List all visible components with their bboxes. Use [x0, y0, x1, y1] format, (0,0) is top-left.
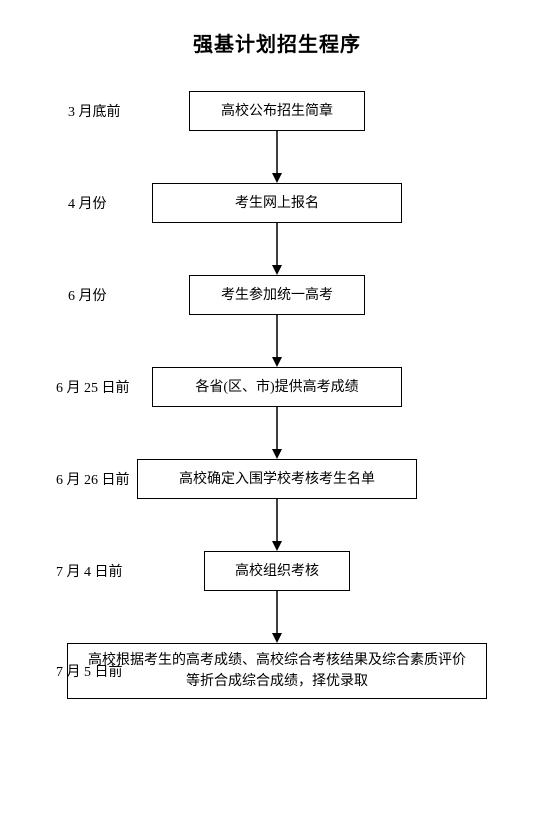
- flow-box: 高校组织考核: [204, 551, 350, 591]
- flow-box: 考生网上报名: [152, 183, 402, 223]
- flow-arrow: [0, 407, 554, 459]
- flow-arrow: [0, 499, 554, 551]
- flow-arrow: [0, 315, 554, 367]
- flow-box: 考生参加统一高考: [189, 275, 365, 315]
- flow-row: 4 月份 考生网上报名: [0, 183, 554, 223]
- flowchart-container: 3 月底前 高校公布招生简章 4 月份 考生网上报名 6 月份 考生参加统一高考…: [0, 91, 554, 699]
- flow-row: 7 月 5 日前 高校根据考生的高考成绩、高校综合考核结果及综合素质评价等折合成…: [0, 643, 554, 699]
- flow-box: 高校确定入围学校考核考生名单: [137, 459, 417, 499]
- flow-arrow: [0, 591, 554, 643]
- time-label: 6 月 26 日前: [56, 469, 130, 489]
- time-label: 6 月 25 日前: [56, 377, 130, 397]
- time-label: 6 月份: [68, 285, 107, 305]
- flow-box: 各省(区、市)提供高考成绩: [152, 367, 402, 407]
- time-label: 7 月 4 日前: [56, 561, 123, 581]
- flow-row: 6 月份 考生参加统一高考: [0, 275, 554, 315]
- time-label: 4 月份: [68, 193, 107, 213]
- flow-row: 3 月底前 高校公布招生简章: [0, 91, 554, 131]
- page-title: 强基计划招生程序: [0, 0, 554, 57]
- flow-box: 高校公布招生简章: [189, 91, 365, 131]
- flow-arrow: [0, 131, 554, 183]
- flow-arrow: [0, 223, 554, 275]
- time-label: 3 月底前: [68, 101, 121, 121]
- flow-row: 6 月 25 日前 各省(区、市)提供高考成绩: [0, 367, 554, 407]
- flow-box: 高校根据考生的高考成绩、高校综合考核结果及综合素质评价等折合成综合成绩，择优录取: [67, 643, 487, 699]
- flow-row: 7 月 4 日前 高校组织考核: [0, 551, 554, 591]
- time-label: 7 月 5 日前: [56, 661, 123, 681]
- flow-row: 6 月 26 日前 高校确定入围学校考核考生名单: [0, 459, 554, 499]
